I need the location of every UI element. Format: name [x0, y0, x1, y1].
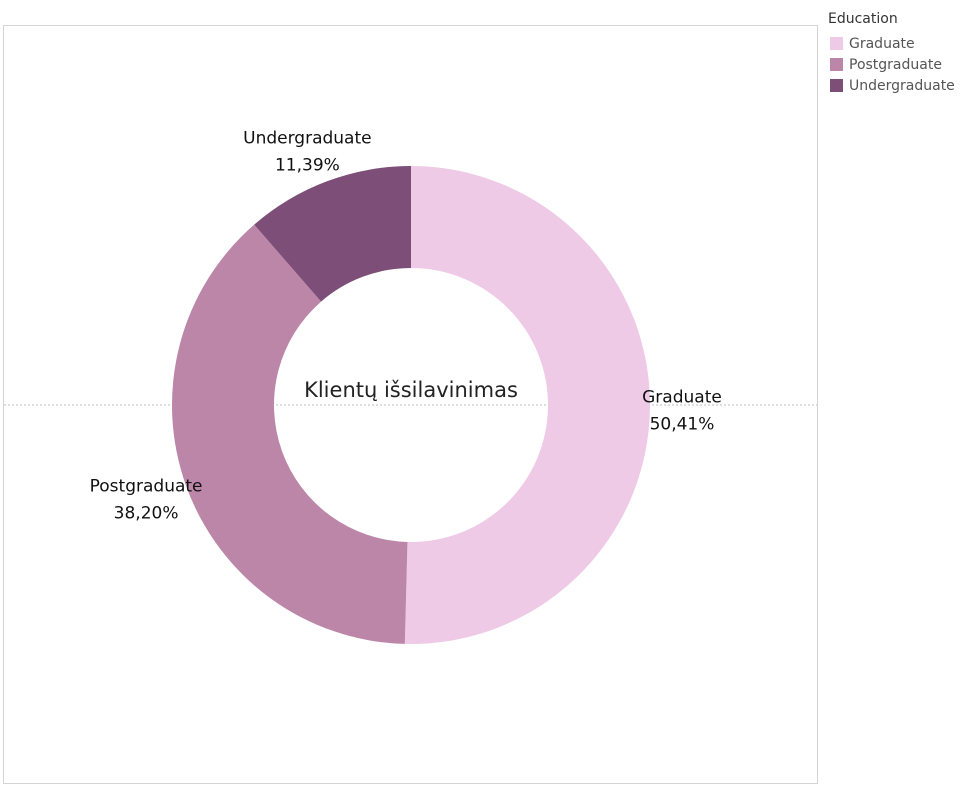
plot-area — [3, 25, 818, 784]
slice-label-postgraduate: Postgraduate — [90, 476, 203, 496]
slice-labels: Graduate 50,41% Postgraduate 38,20% Undergra… — [90, 128, 722, 523]
legend-items: Graduate Postgraduate Undergraduate — [826, 33, 966, 96]
slice-value-graduate: 50,41% — [650, 415, 715, 435]
legend-item-undergraduate[interactable]: Undergraduate — [826, 75, 966, 96]
legend-title: Education — [828, 11, 898, 27]
slice-value-postgraduate: 38,20% — [114, 503, 179, 523]
slice-label-graduate: Graduate — [642, 388, 722, 408]
legend-label-postgraduate: Postgraduate — [849, 56, 942, 73]
legend-swatch-graduate — [830, 37, 843, 50]
legend-item-graduate[interactable]: Graduate — [826, 33, 966, 54]
legend-label-undergraduate: Undergraduate — [849, 77, 955, 94]
donut-slices — [171, 166, 651, 645]
slice-graduate[interactable] — [404, 166, 651, 645]
legend-item-postgraduate[interactable]: Postgraduate — [826, 54, 966, 75]
slice-label-undergraduate: Undergraduate — [243, 128, 371, 148]
legend-label-graduate: Graduate — [849, 35, 915, 52]
slice-undergraduate[interactable] — [254, 166, 411, 302]
legend-swatch-postgraduate — [830, 58, 843, 71]
donut-center-title: Klientų išsilavinimas — [304, 378, 518, 402]
slice-value-undergraduate: 11,39% — [275, 155, 340, 175]
legend: Education Graduate Postgraduate Undergradu… — [826, 11, 966, 96]
legend-swatch-undergraduate — [830, 79, 843, 92]
slice-postgraduate[interactable] — [171, 224, 408, 644]
